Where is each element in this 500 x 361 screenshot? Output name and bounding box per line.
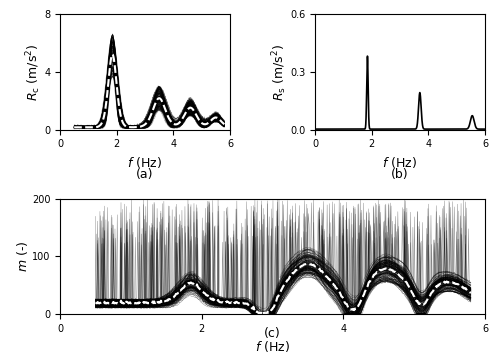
Y-axis label: $R_{\mathrm{s}}$ (m/s$^2$): $R_{\mathrm{s}}$ (m/s$^2$) bbox=[270, 43, 288, 101]
Y-axis label: $m$ (-): $m$ (-) bbox=[16, 241, 30, 272]
Y-axis label: $R_{\mathrm{c}}$ (m/s$^2$): $R_{\mathrm{c}}$ (m/s$^2$) bbox=[24, 43, 43, 101]
Text: (c): (c) bbox=[264, 327, 281, 340]
X-axis label: $f$ (Hz): $f$ (Hz) bbox=[128, 155, 162, 170]
X-axis label: $f$ (Hz): $f$ (Hz) bbox=[382, 155, 418, 170]
Text: (b): (b) bbox=[391, 168, 409, 181]
X-axis label: $f$ (Hz): $f$ (Hz) bbox=[255, 339, 290, 355]
Text: (a): (a) bbox=[136, 168, 154, 181]
